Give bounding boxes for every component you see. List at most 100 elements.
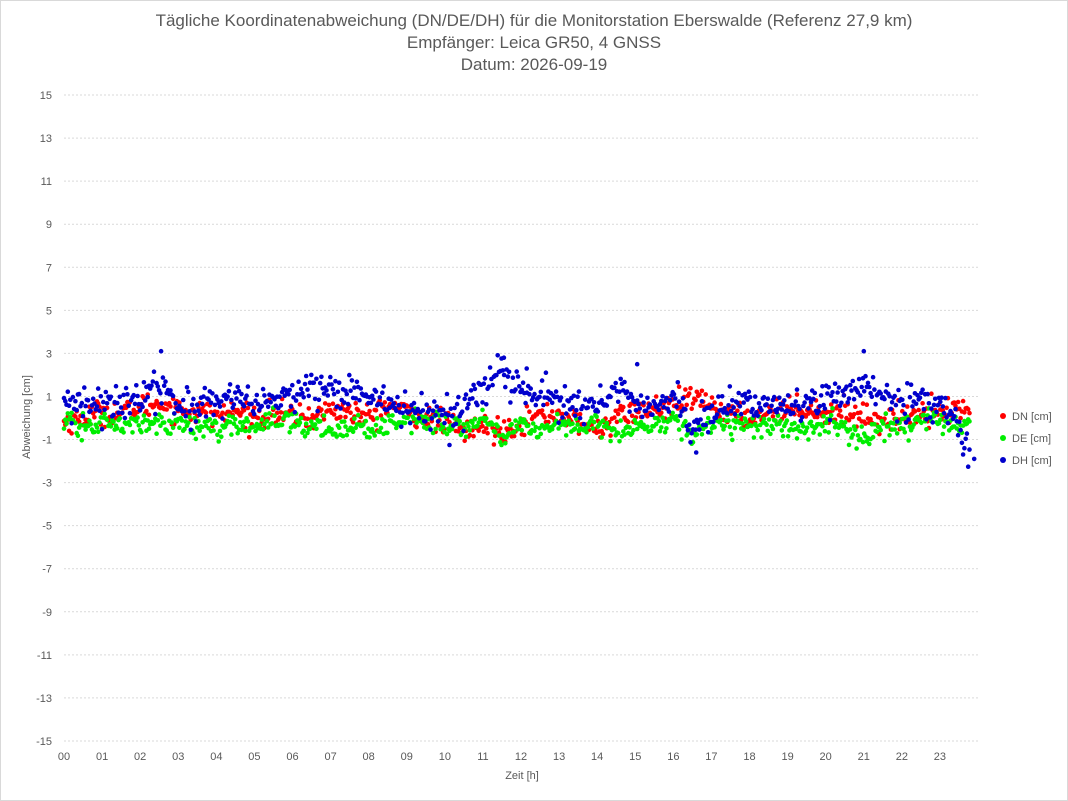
data-point — [235, 407, 240, 413]
data-point — [764, 422, 769, 428]
data-point — [822, 406, 828, 411]
data-point — [624, 389, 630, 394]
data-point — [168, 404, 173, 409]
data-point — [298, 415, 304, 421]
data-point — [155, 384, 161, 389]
data-point — [168, 388, 173, 393]
data-point — [292, 409, 298, 415]
data-point — [240, 423, 246, 429]
data-point — [808, 419, 814, 425]
data-point — [193, 436, 199, 442]
data-point — [472, 416, 478, 422]
data-point — [872, 421, 877, 427]
data-point — [430, 408, 436, 414]
data-point — [522, 432, 527, 438]
data-point — [90, 396, 96, 402]
data-point — [527, 391, 532, 397]
data-point — [811, 430, 816, 435]
data-point — [210, 391, 215, 396]
data-point — [617, 439, 622, 444]
data-point — [259, 403, 265, 409]
data-point — [590, 404, 596, 409]
data-point — [627, 409, 632, 415]
data-point — [907, 394, 913, 400]
data-point — [511, 429, 517, 435]
data-point — [481, 381, 487, 387]
data-point — [217, 428, 223, 434]
data-point — [580, 403, 585, 409]
data-point — [585, 425, 591, 430]
data-point — [212, 402, 218, 408]
data-point — [594, 414, 599, 420]
data-point — [345, 401, 351, 407]
data-point — [340, 433, 346, 439]
data-point — [254, 392, 260, 398]
data-point — [916, 407, 921, 413]
data-point — [513, 387, 518, 392]
data-point — [426, 407, 432, 412]
data-point — [348, 410, 353, 416]
data-point — [544, 401, 550, 407]
data-point — [73, 398, 78, 404]
data-point — [770, 414, 776, 419]
x-tick-label: 00 — [58, 751, 70, 763]
data-point — [854, 446, 859, 451]
data-point — [371, 417, 376, 423]
data-point — [848, 427, 853, 432]
data-point — [219, 399, 224, 404]
x-tick-label: 06 — [286, 751, 298, 763]
data-point — [154, 431, 159, 437]
data-point — [80, 413, 86, 419]
data-point — [396, 402, 402, 408]
data-point — [481, 429, 487, 435]
data-point — [636, 401, 641, 407]
data-point — [882, 396, 887, 402]
data-point — [452, 405, 457, 411]
data-point — [634, 426, 640, 432]
data-point — [629, 413, 635, 419]
data-point — [141, 413, 147, 418]
data-point — [121, 392, 126, 398]
data-point — [561, 418, 566, 424]
data-point — [849, 388, 854, 393]
data-point — [245, 419, 251, 424]
data-point — [641, 400, 646, 405]
data-point — [386, 413, 392, 418]
data-point — [751, 413, 757, 418]
data-point — [301, 395, 307, 400]
data-point — [770, 426, 776, 432]
data-point — [440, 424, 446, 430]
data-point — [368, 400, 374, 406]
data-point — [820, 384, 825, 389]
data-point — [382, 418, 388, 424]
data-point — [817, 403, 823, 409]
data-point — [671, 392, 677, 397]
data-point — [164, 407, 169, 412]
data-point — [577, 411, 583, 417]
data-point — [348, 388, 353, 394]
data-point — [860, 401, 866, 406]
data-point — [955, 399, 961, 405]
data-point — [470, 420, 475, 426]
data-point — [571, 393, 577, 399]
data-point — [821, 414, 826, 419]
data-point — [865, 380, 871, 386]
data-point — [385, 430, 390, 436]
data-point — [120, 426, 125, 432]
data-point — [305, 430, 310, 436]
data-point — [430, 430, 436, 436]
data-point — [666, 409, 672, 414]
legend-item: DE [cm] — [1000, 432, 1052, 454]
data-point — [816, 408, 821, 414]
data-point — [823, 420, 829, 426]
data-point — [268, 399, 274, 405]
data-point — [344, 391, 350, 397]
data-point — [604, 403, 610, 408]
data-point — [322, 401, 328, 406]
data-point — [924, 417, 929, 422]
data-point — [517, 384, 522, 389]
data-point — [629, 394, 635, 400]
data-point — [226, 413, 232, 419]
data-point — [553, 389, 559, 394]
y-tick-label: -5 — [42, 521, 52, 533]
